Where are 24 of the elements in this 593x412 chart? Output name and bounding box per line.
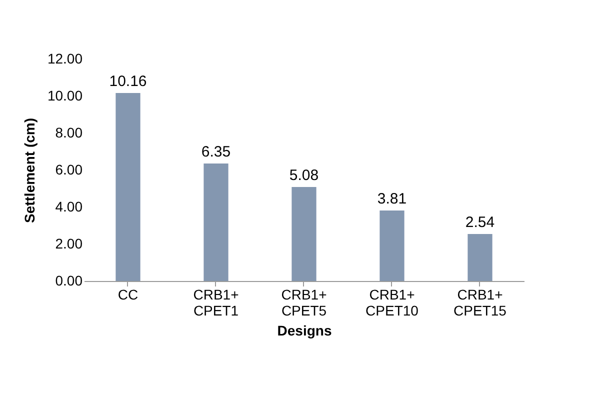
y-tick-label: 8.00 [55, 124, 83, 140]
y-tick-label: 10.00 [47, 88, 83, 104]
data-label: 6.35 [201, 144, 231, 161]
bar [116, 93, 140, 281]
data-label: 10.16 [109, 73, 147, 90]
y-tick-label: 6.00 [55, 162, 83, 178]
bar [468, 234, 492, 281]
x-tick-label: CC [118, 286, 138, 302]
y-tick-label: 12.00 [47, 50, 83, 66]
data-label: 5.08 [289, 167, 319, 184]
x-tick-label: CRB1+ CPET10 [366, 286, 419, 318]
y-tick-label: 0.00 [55, 272, 83, 288]
data-label: 2.54 [465, 214, 495, 232]
bar [292, 187, 316, 281]
data-label: 3.81 [377, 190, 407, 208]
x-tick-label: CRB1+ CPET15 [454, 286, 507, 318]
y-tick-label: 4.00 [55, 198, 83, 214]
x-tick-label: CRB1+ CPET1 [193, 286, 239, 318]
bar [204, 164, 228, 281]
y-axis-title: Settlement (cm) [21, 118, 38, 224]
x-tick-label: CRB1+ CPET5 [281, 286, 327, 318]
y-tick-label: 2.00 [55, 236, 83, 252]
bar [380, 210, 404, 281]
x-axis-title: Designs [277, 322, 332, 338]
